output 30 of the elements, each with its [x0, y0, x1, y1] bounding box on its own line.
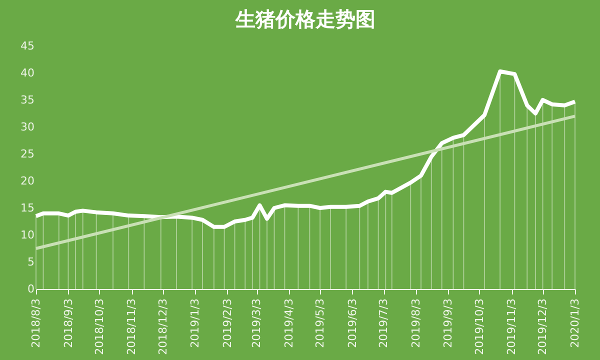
x-tick-label: 2020/1/3 — [568, 298, 582, 348]
x-tick-label: 2019/12/3 — [536, 298, 550, 355]
x-tick-label: 2018/10/3 — [92, 298, 106, 355]
x-tick-label: 2019/4/3 — [282, 298, 296, 348]
x-tick-label: 2019/3/3 — [250, 298, 264, 348]
x-tick-label: 2019/5/3 — [314, 298, 327, 348]
x-tick-label: 2018/11/3 — [125, 298, 138, 355]
y-tick-label: 0 — [28, 282, 34, 296]
x-tick-label: 2019/9/3 — [442, 298, 455, 348]
y-tick-label: 20 — [20, 174, 34, 188]
x-tick-label: 2019/6/3 — [346, 298, 359, 348]
x-tick-label: 2019/11/3 — [505, 298, 518, 355]
y-tick-label: 45 — [20, 40, 34, 52]
x-tick-label: 2019/8/3 — [409, 298, 422, 348]
y-tick-label: 35 — [20, 94, 34, 106]
y-tick-label: 15 — [20, 202, 34, 214]
chart-title: 生猪价格走势图 — [234, 7, 376, 31]
x-tick-label: 2018/9/3 — [62, 298, 75, 348]
y-tick-label: 25 — [20, 148, 34, 160]
line-series — [34, 69, 577, 229]
y-tick-label: 5 — [28, 256, 34, 268]
y-tick-label: 30 — [20, 120, 34, 134]
x-tick-label: 2019/1/3 — [188, 298, 202, 348]
x-tick-label: 2019/7/3 — [377, 298, 390, 348]
x-tick-label: 2018/8/3 — [30, 298, 42, 348]
y-tick-label: 10 — [20, 228, 34, 242]
x-tick-label: 2019/10/3 — [472, 298, 486, 355]
x-tick-label: 2019/2/3 — [220, 298, 234, 348]
y-tick-label: 40 — [20, 66, 34, 80]
x-tick-label: 2018/12/3 — [156, 298, 170, 355]
